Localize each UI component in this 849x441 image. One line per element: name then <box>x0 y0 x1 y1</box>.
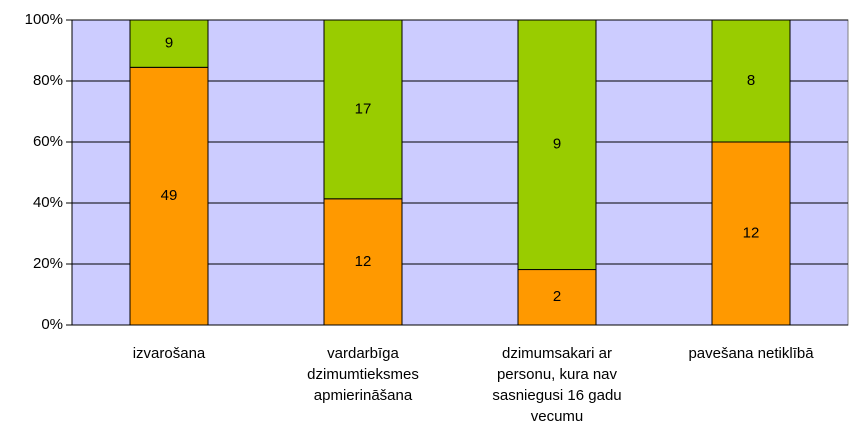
data-label: 17 <box>355 100 372 117</box>
data-label: 2 <box>553 288 561 305</box>
bar-segment <box>129 19 209 68</box>
y-tick-label: 100% <box>25 11 63 28</box>
data-label: 12 <box>355 253 372 270</box>
y-tick-label: 20% <box>33 255 63 272</box>
x-tick-label: dzimumsakari ar personu, kura nav sasnie… <box>492 345 622 425</box>
bar-segment <box>711 19 791 143</box>
bar-segment <box>517 19 597 271</box>
y-tick-label: 80% <box>33 72 63 89</box>
bar-segment <box>517 269 597 326</box>
y-tick-label: 60% <box>33 133 63 150</box>
bar-segment <box>711 141 791 326</box>
data-label: 9 <box>165 35 173 52</box>
x-tick-label: pavešana netiklībā <box>688 345 814 362</box>
x-tick-label: izvarošana <box>132 345 206 362</box>
y-tick-label: 0% <box>41 316 63 333</box>
bar-segment <box>323 198 403 326</box>
data-label: 49 <box>161 187 178 204</box>
data-label: 8 <box>747 72 755 89</box>
data-label: 12 <box>743 224 760 241</box>
y-tick-label: 40% <box>33 194 63 211</box>
bar-segment <box>323 19 403 200</box>
data-label: 9 <box>553 136 561 153</box>
x-tick-label: vardarbīga dzimumtieksmes apmierināšana <box>307 345 419 404</box>
bar-segment <box>129 66 209 326</box>
